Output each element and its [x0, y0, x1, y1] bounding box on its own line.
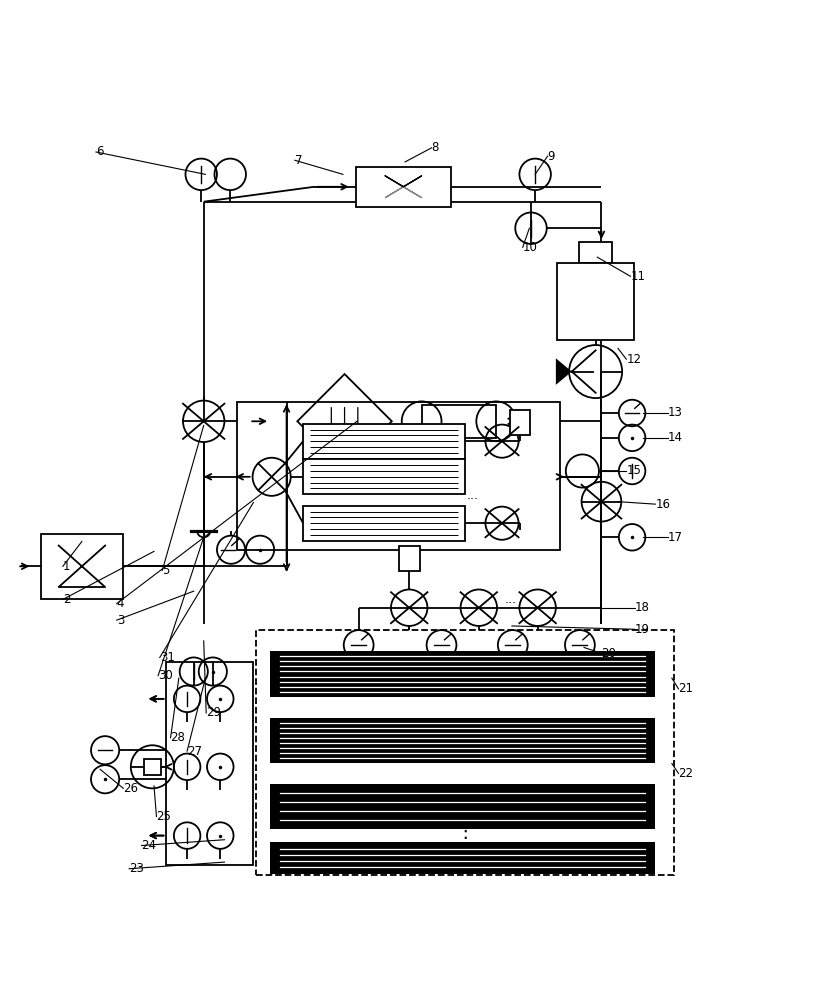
Bar [270, 651, 656, 697]
Bar [167, 662, 253, 865]
Bar [422, 405, 496, 438]
Text: 12: 12 [627, 353, 642, 366]
Text: 27: 27 [187, 745, 203, 758]
Text: 3: 3 [117, 614, 124, 627]
Text: 17: 17 [667, 531, 683, 544]
Bar [270, 842, 656, 874]
Text: ...: ... [467, 489, 479, 502]
Text: 22: 22 [678, 767, 694, 780]
Text: 20: 20 [602, 647, 617, 660]
Bar [303, 459, 465, 494]
Text: 7: 7 [295, 154, 302, 167]
Bar [144, 759, 161, 775]
Text: 15: 15 [627, 464, 641, 477]
Text: 18: 18 [635, 601, 649, 614]
Text: 26: 26 [124, 782, 139, 795]
Bar [303, 424, 465, 459]
Text: 16: 16 [656, 498, 671, 511]
Bar [303, 506, 465, 541]
Text: 30: 30 [159, 669, 173, 682]
Text: 10: 10 [523, 241, 538, 254]
Text: 21: 21 [678, 682, 694, 695]
Text: 31: 31 [160, 651, 174, 664]
Bar [270, 784, 656, 829]
Bar [356, 167, 451, 207]
Text: ⋮: ⋮ [455, 822, 475, 841]
Text: 9: 9 [548, 150, 555, 163]
Bar [256, 630, 674, 875]
Text: 2: 2 [63, 593, 71, 606]
Text: 1: 1 [63, 560, 71, 573]
Polygon shape [385, 176, 422, 187]
Text: 14: 14 [667, 431, 683, 444]
Text: 5: 5 [163, 564, 169, 577]
Text: 4: 4 [117, 597, 124, 610]
Text: 23: 23 [129, 862, 144, 875]
Text: 29: 29 [206, 706, 221, 719]
Text: 25: 25 [157, 810, 171, 823]
Bar [42, 534, 123, 599]
Text: 13: 13 [667, 406, 682, 419]
Text: 11: 11 [631, 270, 646, 283]
Bar [270, 718, 656, 763]
Bar [237, 402, 560, 550]
Bar [557, 263, 634, 340]
Text: ...: ... [505, 593, 517, 606]
Bar [399, 546, 419, 571]
Polygon shape [385, 187, 422, 198]
Text: 24: 24 [142, 839, 157, 852]
Polygon shape [556, 358, 572, 385]
Text: 8: 8 [432, 141, 439, 154]
Text: 28: 28 [170, 731, 185, 744]
Bar [579, 242, 613, 263]
Bar [510, 410, 530, 435]
Text: 6: 6 [96, 145, 104, 158]
Text: 19: 19 [635, 623, 650, 636]
